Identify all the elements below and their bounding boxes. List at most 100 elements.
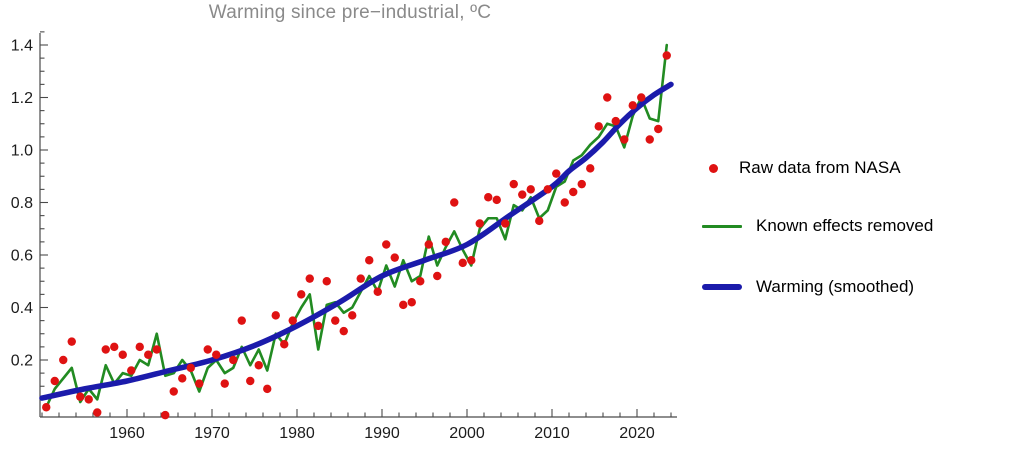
legend-item-adjusted: Known effects removed <box>702 215 933 237</box>
series-raw-point <box>543 185 552 194</box>
series-raw-point <box>365 256 374 265</box>
x-tick-label: 1980 <box>279 425 315 442</box>
legend-marker-smoothed <box>702 284 742 290</box>
series-raw-point <box>407 298 416 307</box>
series-raw-point <box>254 361 263 370</box>
series-raw-point <box>169 387 178 396</box>
legend-item-smoothed: Warming (smoothed) <box>702 276 914 298</box>
legend-label-adjusted: Known effects removed <box>756 216 934 235</box>
series-raw-point <box>577 179 586 189</box>
series-raw-point <box>518 190 527 199</box>
series-raw-point <box>535 216 544 226</box>
series-raw-point <box>654 124 663 134</box>
legend-label-raw: Raw data from NASA <box>739 158 901 177</box>
x-tick-label: 2000 <box>449 425 485 442</box>
x-tick-label: 2020 <box>619 425 655 442</box>
series-raw-point <box>611 116 620 126</box>
y-tick-label: 1.0 <box>11 143 33 160</box>
series-raw-point <box>509 179 518 189</box>
series-raw-point <box>594 122 603 131</box>
series-raw-point <box>450 198 459 207</box>
series-raw-point <box>161 410 170 420</box>
legend-marker-adjusted <box>702 224 742 228</box>
y-tick-label: 0.6 <box>11 248 33 265</box>
series-raw-point <box>314 321 323 331</box>
y-tick-label: 0.4 <box>11 300 33 317</box>
series-raw-point <box>467 256 476 265</box>
green-line-icon <box>702 224 742 228</box>
series-raw-point <box>118 350 127 359</box>
series-raw-point <box>229 355 238 365</box>
series-raw-point <box>127 366 136 375</box>
series-raw-point <box>271 311 280 320</box>
series-raw-point <box>390 253 399 262</box>
series-raw-point <box>42 403 51 412</box>
series-raw-point <box>637 93 646 102</box>
series-raw-point <box>526 185 535 194</box>
series-raw-point <box>246 376 255 386</box>
series-raw-point <box>348 311 357 320</box>
series-raw-point <box>586 164 595 173</box>
x-tick-label: 2010 <box>534 425 570 442</box>
series-raw-point <box>93 408 102 417</box>
y-tick-label: 1.2 <box>11 90 33 107</box>
series-raw-point <box>356 274 365 283</box>
series-adjusted-line <box>44 43 669 409</box>
series-raw-point <box>339 326 348 336</box>
series-raw-point <box>416 277 425 286</box>
series-raw-point <box>475 219 484 228</box>
series-raw-point <box>280 340 289 349</box>
series-raw-point <box>195 379 204 388</box>
series-raw-point <box>382 240 391 249</box>
series-raw-point <box>84 395 93 404</box>
series-raw-point <box>152 345 161 354</box>
series-raw-point <box>484 193 493 202</box>
series-raw-point <box>645 135 654 144</box>
series-raw-point <box>101 345 110 354</box>
x-tick-label: 1960 <box>109 425 145 442</box>
series-raw-point <box>212 350 221 359</box>
series-raw-point <box>263 384 272 394</box>
series-smoothed-line <box>39 81 674 401</box>
y-tick-label: 0.8 <box>11 195 33 212</box>
series-raw-point <box>59 355 68 365</box>
series-raw-point <box>178 374 187 383</box>
x-tick-label: 1970 <box>194 425 230 442</box>
series-raw-point <box>305 274 314 283</box>
series-raw-point <box>628 101 637 110</box>
series-raw-point <box>620 135 629 144</box>
series-raw-point <box>373 287 382 296</box>
series-raw-point <box>110 342 119 352</box>
legend-label-smoothed: Warming (smoothed) <box>756 277 915 296</box>
y-tick-label: 0.2 <box>11 353 33 370</box>
series-raw-point <box>144 350 153 359</box>
raw-data-point-icon <box>702 163 724 173</box>
series-raw-point <box>492 195 501 205</box>
series-raw-point <box>331 316 340 325</box>
series-raw-point <box>76 392 85 401</box>
series-raw-point <box>603 93 612 102</box>
series-raw-point <box>662 51 671 60</box>
blue-line-icon <box>702 284 742 290</box>
series-raw-point <box>203 345 212 354</box>
series-raw-point <box>424 240 433 249</box>
series-raw-point <box>186 363 195 373</box>
series-raw-point <box>220 379 229 388</box>
series-raw-point <box>569 187 578 197</box>
series-raw-point <box>560 198 569 207</box>
chart-title: Warming since pre−industrial, ºC <box>208 2 492 23</box>
series-raw-point <box>441 237 450 247</box>
series-raw-point <box>433 271 442 281</box>
series-raw-point <box>135 342 144 352</box>
series-raw-point <box>297 290 306 299</box>
series-raw-point <box>237 316 246 325</box>
series-raw-point <box>50 376 59 386</box>
legend-item-raw: Raw data from NASA <box>702 157 901 179</box>
x-tick-label: 1990 <box>364 425 400 442</box>
y-tick-label: 1.4 <box>11 38 33 55</box>
legend-marker-raw <box>708 163 718 173</box>
series-raw-point <box>458 258 467 268</box>
series-raw-point <box>322 277 331 286</box>
